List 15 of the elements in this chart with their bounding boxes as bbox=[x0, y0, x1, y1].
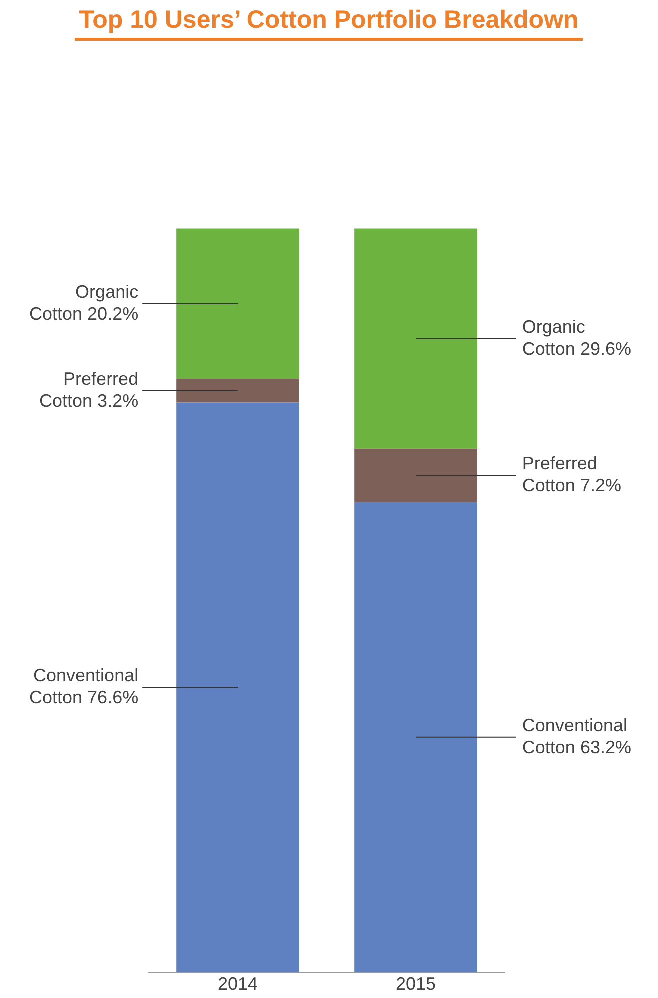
x-tick-label: 2014 bbox=[218, 974, 258, 994]
data-label: Preferred Cotton 3.2% bbox=[40, 368, 139, 411]
chart-title: Top 10 Users’ Cotton Portfolio Breakdown bbox=[75, 6, 583, 41]
data-label: Organic Cotton 29.6% bbox=[522, 316, 632, 359]
data-label: Conventional Cotton 63.2% bbox=[522, 715, 632, 758]
bar bbox=[176, 228, 300, 379]
bar bbox=[354, 448, 478, 502]
data-label: Preferred Cotton 7.2% bbox=[522, 454, 622, 496]
bar bbox=[354, 228, 478, 449]
data-label: Conventional Cotton 76.6% bbox=[30, 666, 139, 708]
data-label: Organic Cotton 20.2% bbox=[30, 282, 139, 324]
x-tick-label: 2015 bbox=[396, 974, 436, 994]
bar bbox=[176, 378, 300, 403]
bar bbox=[176, 402, 300, 972]
bar bbox=[354, 502, 478, 972]
